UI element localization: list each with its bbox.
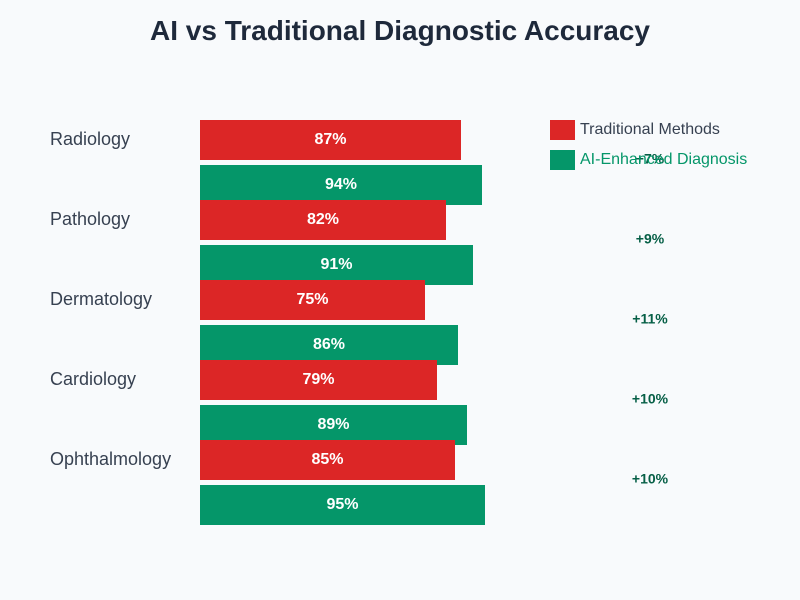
improvement-label-pathology: +9% (636, 231, 665, 247)
legend-swatch-traditional (550, 120, 575, 140)
bar-value-label-ai-pathology: 91% (320, 256, 352, 273)
bar-ai-cardiology (200, 405, 467, 445)
legend-label-traditional: Traditional Methods (580, 121, 720, 138)
bar-traditional-cardiology (200, 360, 437, 400)
improvement-label-ophthalmology: +10% (632, 471, 669, 487)
category-label-cardiology: Cardiology (50, 369, 136, 389)
bar-value-label-traditional-dermatology: 75% (296, 291, 328, 308)
bar-traditional-dermatology (200, 280, 425, 320)
legend-label-ai: AI-Enhanced Diagnosis (580, 151, 747, 168)
bar-traditional-ophthalmology (200, 440, 455, 480)
chart-title: AI vs Traditional Diagnostic Accuracy (150, 15, 650, 46)
bar-value-label-ai-cardiology: 89% (317, 416, 349, 433)
legend: Traditional Methods AI-Enhanced Diagnosis (550, 120, 747, 170)
bar-value-label-traditional-cardiology: 79% (302, 371, 334, 388)
legend-swatch-ai (550, 150, 575, 170)
bar-value-label-traditional-pathology: 82% (307, 211, 339, 228)
improvement-label-dermatology: +11% (632, 311, 668, 327)
bar-value-label-ai-radiology: 94% (325, 176, 357, 193)
bar-traditional-pathology (200, 200, 446, 240)
bar-ai-dermatology (200, 325, 458, 365)
bar-traditional-radiology (200, 120, 461, 160)
bars-group: Radiology 87% 94% +7% Pathology 82% 91% +9% Derm… (50, 120, 669, 525)
category-label-dermatology: Dermatology (50, 289, 152, 309)
bar-value-label-ai-ophthalmology: 95% (326, 496, 358, 513)
category-label-pathology: Pathology (50, 209, 130, 229)
bar-ai-pathology (200, 245, 473, 285)
category-label-radiology: Radiology (50, 129, 130, 149)
improvement-label-cardiology: +10% (632, 391, 669, 407)
bar-ai-ophthalmology (200, 485, 485, 525)
bar-value-label-traditional-radiology: 87% (314, 131, 346, 148)
bar-value-label-traditional-ophthalmology: 85% (311, 451, 343, 468)
improvement-label-radiology: +7% (636, 151, 665, 167)
bar-ai-radiology (200, 165, 482, 205)
category-label-ophthalmology: Ophthalmology (50, 449, 171, 469)
bar-value-label-ai-dermatology: 86% (313, 336, 345, 353)
